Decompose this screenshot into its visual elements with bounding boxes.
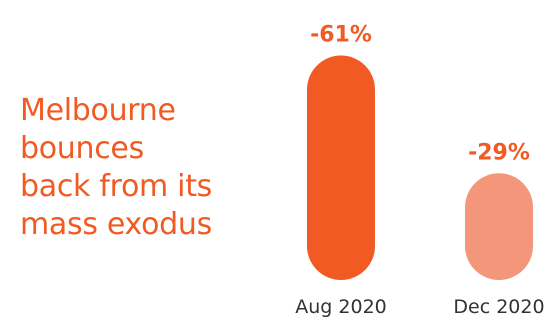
value-label-2: -29% [468, 140, 530, 165]
headline-line-1: Melbourne [20, 93, 176, 128]
bar-1 [307, 55, 375, 280]
headline-line-3: back from its [20, 169, 213, 204]
category-label-2: Dec 2020 [453, 296, 544, 318]
value-label-1: -61% [310, 23, 372, 48]
headline-line-2: bounces [20, 131, 144, 166]
bar-2 [465, 173, 533, 280]
headline: Melbourne bounces back from its mass exo… [20, 92, 250, 244]
category-label-1: Aug 2020 [295, 296, 387, 318]
headline-line-4: mass exodus [20, 207, 212, 242]
